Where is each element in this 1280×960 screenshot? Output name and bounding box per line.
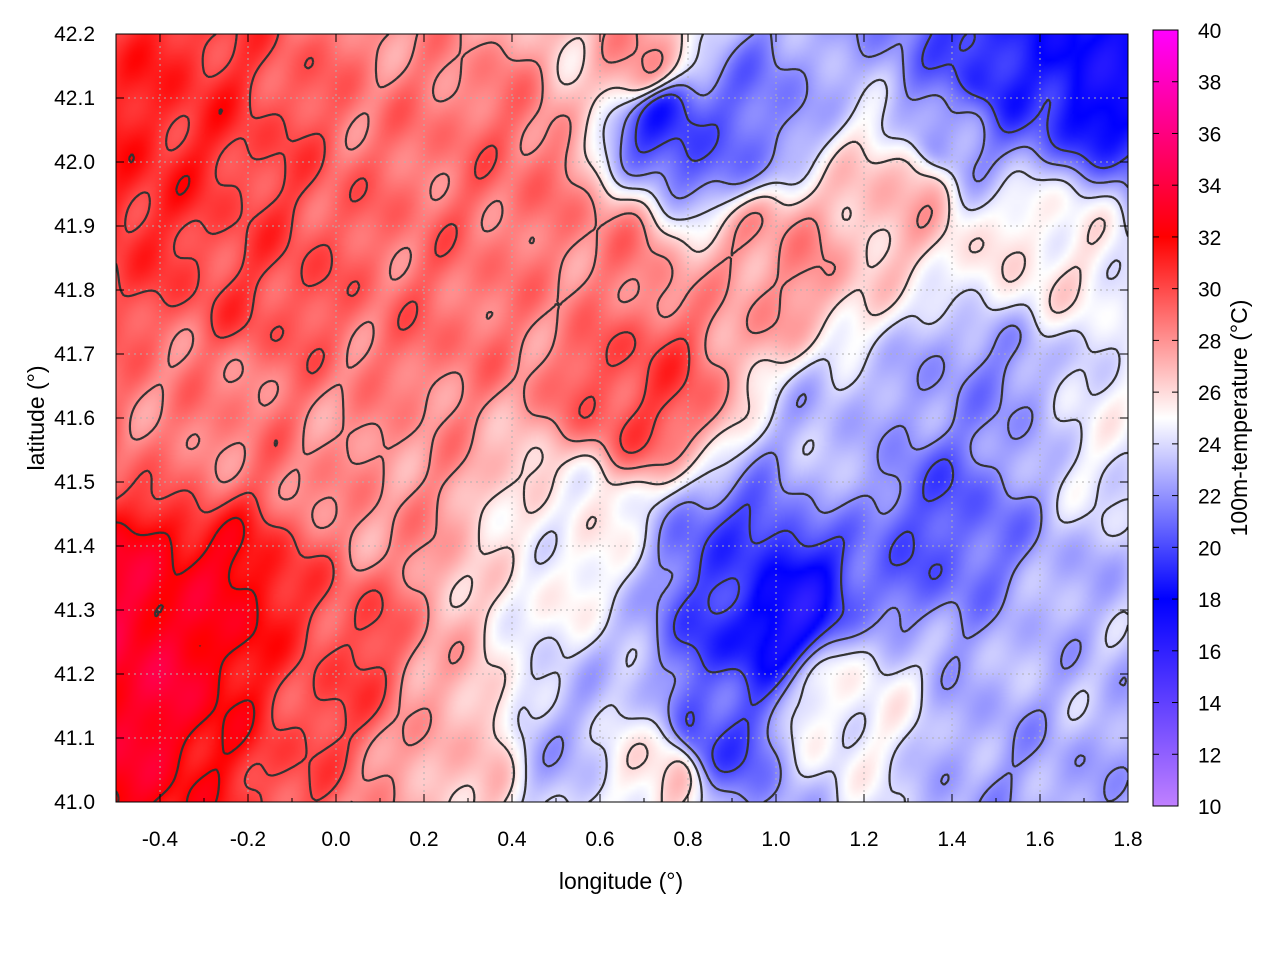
x-tick-label: 1.0 [761, 828, 790, 851]
x-tick-label: 1.2 [849, 828, 878, 851]
colorbar: 10 12 14 16 18 20 22 24 26 28 30 32 34 36 38 40 100m-te… [1152, 20, 1252, 819]
colorbar-tick-label: 36 [1198, 123, 1221, 146]
y-tick-label: 41.7 [54, 343, 95, 366]
plot-area [116, 34, 1128, 802]
colorbar-tick-label: 34 [1198, 175, 1222, 198]
colorbar-tick-label: 18 [1198, 589, 1221, 612]
colorbar-tick-label: 30 [1198, 279, 1221, 302]
contour-line-30 [116, 34, 691, 802]
colorbar-tick-label: 10 [1198, 796, 1221, 819]
x-tick-label: 1.4 [937, 828, 967, 851]
colorbar-tick-label: 24 [1198, 434, 1222, 457]
colorbar-tick-label: 16 [1198, 641, 1221, 664]
y-tick-label: 41.0 [54, 791, 95, 814]
y-tick-label: 41.4 [54, 535, 95, 558]
colorbar-tick-label: 20 [1198, 537, 1221, 560]
y-tick-label: 41.2 [54, 663, 95, 686]
contour-line-28 [128, 34, 933, 802]
x-tick-label: 0.6 [585, 828, 614, 851]
colorbar-label: 100m-temperature (°C) [1226, 300, 1252, 537]
y-tick-label: 41.9 [54, 215, 95, 238]
colorbar-tick-label: 32 [1198, 227, 1221, 250]
y-tick-label: 41.6 [54, 407, 95, 430]
x-tick-label: 1.6 [1025, 828, 1054, 851]
y-axis-label: latitude (°) [23, 365, 49, 470]
x-axis: -0.4 -0.2 0.0 0.2 0.4 0.6 0.8 1.0 1.2 1.4 1.6 1.8 [115, 34, 1143, 851]
x-tick-label: -0.2 [230, 828, 266, 851]
colorbar-tick-label: 14 [1198, 693, 1222, 716]
y-tick-label: 42.1 [54, 87, 95, 110]
contour-lines [116, 34, 1128, 802]
colorbar-tick-label: 40 [1198, 20, 1221, 43]
x-tick-label: 0.2 [409, 828, 438, 851]
y-tick-label: 41.8 [54, 279, 95, 302]
x-tick-label: 0.8 [673, 828, 702, 851]
contour-line-20 [634, 34, 1128, 774]
contour-line-32 [116, 108, 259, 802]
y-tick-label: 41.3 [54, 599, 95, 622]
colorbar-tick-label: 22 [1198, 486, 1221, 509]
colorbar-tick-label: 28 [1198, 330, 1221, 353]
contour-line-22 [542, 34, 1128, 802]
x-tick-label: -0.4 [142, 828, 179, 851]
x-tick-label: 0.4 [497, 828, 527, 851]
grid-lines [116, 34, 1128, 802]
y-tick-label: 42.0 [54, 151, 95, 174]
contour-line-26 [448, 34, 1106, 802]
y-axis: 41.0 41.1 41.2 41.3 41.4 41.5 41.6 41.7 41.8 41.9… [54, 23, 1128, 814]
x-axis-label: longitude (°) [559, 868, 683, 894]
colorbar-tick-label: 38 [1198, 72, 1221, 95]
colorbar-tick-label: 12 [1198, 744, 1221, 767]
colorbar-ticks: 10 12 14 16 18 20 22 24 26 28 30 32 34 36 38 40 [1153, 20, 1222, 819]
y-tick-label: 41.1 [54, 727, 95, 750]
y-tick-label: 42.2 [54, 23, 95, 46]
y-tick-label: 41.5 [54, 471, 95, 494]
x-tick-label: 0.0 [321, 828, 350, 851]
x-tick-label: 1.8 [1113, 828, 1142, 851]
contour-line-24 [517, 34, 1128, 802]
colorbar-tick-label: 26 [1198, 382, 1221, 405]
colorbar-gradient [1152, 29, 1179, 807]
